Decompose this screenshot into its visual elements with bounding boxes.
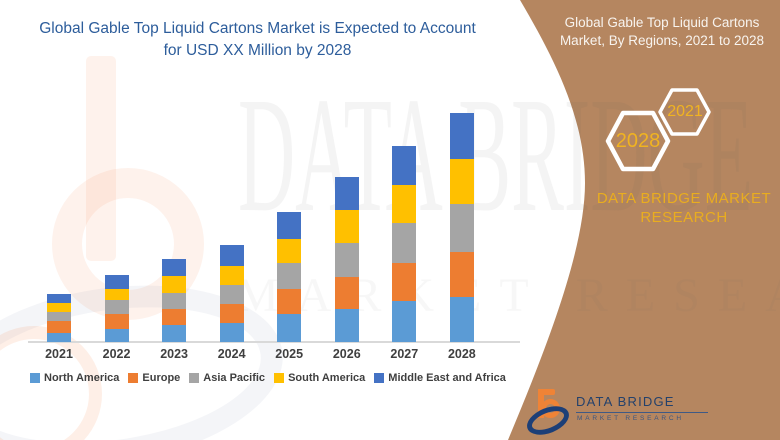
bar-2023-segment-asia-pacific bbox=[162, 293, 187, 309]
bar-2026-segment-middle-east-and-africa bbox=[334, 177, 359, 210]
bar-2028-segment-north-america bbox=[449, 297, 474, 342]
bar-2027-segment-south-america bbox=[392, 185, 417, 223]
legend-label-asia-pacific: Asia Pacific bbox=[203, 372, 266, 384]
legend-item-north-america: North America bbox=[30, 372, 119, 384]
bar-2021-segment-north-america bbox=[47, 333, 71, 342]
logo-swoosh-icon bbox=[522, 400, 574, 440]
panel-title-line1: Global Gable Top Liquid Cartons bbox=[564, 15, 760, 30]
x-axis-label-2024: 2024 bbox=[217, 347, 246, 361]
bar-2024-segment-middle-east-and-africa bbox=[219, 245, 244, 266]
bar-2023-segment-south-america bbox=[162, 276, 187, 293]
bar-2026-segment-europe bbox=[334, 277, 359, 309]
x-axis-label-2025: 2025 bbox=[275, 347, 304, 361]
bar-2027-segment-middle-east-and-africa bbox=[392, 146, 417, 185]
bar-2022-segment-asia-pacific bbox=[104, 300, 129, 314]
bar-2026-segment-asia-pacific bbox=[334, 243, 359, 277]
brand-text: DATA BRIDGE MARKET RESEARCH bbox=[570, 189, 780, 227]
legend-swatch-middle-east-and-africa bbox=[374, 373, 385, 383]
brand-text-line2: RESEARCH bbox=[640, 209, 728, 226]
hexagon-2021-outline bbox=[658, 88, 711, 136]
hexagon-badges bbox=[605, 88, 711, 172]
logo-b-bowl-icon bbox=[541, 399, 560, 418]
bar-2024-segment-south-america bbox=[219, 266, 244, 285]
legend-label-north-america: North America bbox=[44, 372, 120, 384]
logo-name-text: DATA BRIDGE bbox=[576, 394, 708, 413]
bar-2026-segment-south-america bbox=[334, 210, 359, 243]
logo-b-icon bbox=[538, 389, 555, 395]
bar-2028-segment-middle-east-and-africa bbox=[449, 113, 474, 159]
bar-2022-segment-middle-east-and-africa bbox=[104, 275, 129, 289]
bar-2025-segment-middle-east-and-africa bbox=[277, 212, 302, 239]
bar-2024-segment-north-america bbox=[219, 323, 244, 342]
hexagon-year-2028: 2028 bbox=[615, 130, 661, 152]
bar-2024-segment-europe bbox=[219, 304, 244, 323]
x-axis-label-2026: 2026 bbox=[332, 347, 361, 361]
legend-item-middle-east-and-africa: Middle East and Africa bbox=[374, 372, 506, 384]
hexagon-2028-outline bbox=[605, 110, 671, 172]
bar-2024-segment-asia-pacific bbox=[219, 285, 244, 304]
x-axis-label-2027: 2027 bbox=[390, 347, 419, 361]
bar-2021-segment-south-america bbox=[47, 303, 71, 312]
bar-2025-segment-north-america bbox=[277, 314, 302, 342]
bar-2022-segment-south-america bbox=[104, 289, 129, 300]
legend-label-europe: Europe bbox=[142, 372, 181, 384]
x-axis-label-2023: 2023 bbox=[160, 347, 188, 361]
legend-item-asia-pacific: Asia Pacific bbox=[189, 372, 265, 384]
panel-title-line2: Market, By Regions, 2021 to 2028 bbox=[559, 32, 765, 48]
bar-2028-segment-asia-pacific bbox=[449, 204, 474, 252]
chart-title-line1: Global Gable Top Liquid Cartons Market i… bbox=[39, 20, 476, 37]
panel-title: Global Gable Top Liquid Cartons Market, … bbox=[548, 14, 776, 49]
bar-2021-segment-europe bbox=[47, 321, 71, 333]
bar-2023-segment-europe bbox=[162, 309, 187, 325]
brand-text-line1: DATA BRIDGE MARKET bbox=[596, 190, 772, 207]
bar-2025-segment-asia-pacific bbox=[277, 263, 302, 289]
bar-2027-segment-europe bbox=[392, 263, 417, 301]
bar-2027-segment-north-america bbox=[392, 301, 417, 342]
x-axis-label-2022: 2022 bbox=[102, 347, 131, 361]
bar-2028-segment-south-america bbox=[449, 159, 474, 204]
legend-swatch-north-america bbox=[30, 373, 40, 383]
legend-swatch-europe bbox=[128, 373, 139, 383]
legend-label-south-america: South America bbox=[288, 372, 366, 384]
bar-2023-segment-north-america bbox=[162, 325, 187, 342]
bar-2021-segment-middle-east-and-africa bbox=[47, 294, 71, 303]
legend-swatch-south-america bbox=[274, 373, 285, 383]
x-axis-label-2021: 2021 bbox=[45, 347, 73, 361]
bar-2026-segment-north-america bbox=[334, 309, 359, 342]
bar-2027-segment-asia-pacific bbox=[392, 223, 417, 263]
bar-2022-segment-europe bbox=[104, 314, 129, 329]
chart-legend: North America Europe Asia Pacific South Ame… bbox=[30, 372, 506, 384]
chart-title-line2: for USD XX Million by 2028 bbox=[163, 42, 352, 59]
x-axis-label-2028: 2028 bbox=[447, 347, 476, 361]
bar-2023-segment-middle-east-and-africa bbox=[162, 259, 187, 276]
bar-2028-segment-europe bbox=[449, 252, 474, 297]
bar-2021-segment-asia-pacific bbox=[47, 312, 71, 321]
bar-2025-segment-europe bbox=[277, 289, 302, 314]
legend-item-europe: Europe bbox=[128, 372, 180, 384]
databridge-logo: DATA BRIDGE MARKET RESEARCH bbox=[522, 388, 720, 440]
bar-2025-segment-south-america bbox=[277, 239, 302, 263]
legend-swatch-asia-pacific bbox=[189, 373, 200, 383]
hexagon-year-2021: 2021 bbox=[667, 103, 703, 120]
x-axis-line bbox=[28, 341, 520, 343]
logo-subtitle-text: MARKET RESEARCH bbox=[577, 415, 684, 422]
bar-2022-segment-north-america bbox=[104, 329, 129, 342]
legend-label-middle-east-and-africa: Middle East and Africa bbox=[388, 372, 506, 384]
legend-item-south-america: South America bbox=[274, 372, 365, 384]
chart-title: Global Gable Top Liquid Cartons Market i… bbox=[25, 18, 490, 62]
